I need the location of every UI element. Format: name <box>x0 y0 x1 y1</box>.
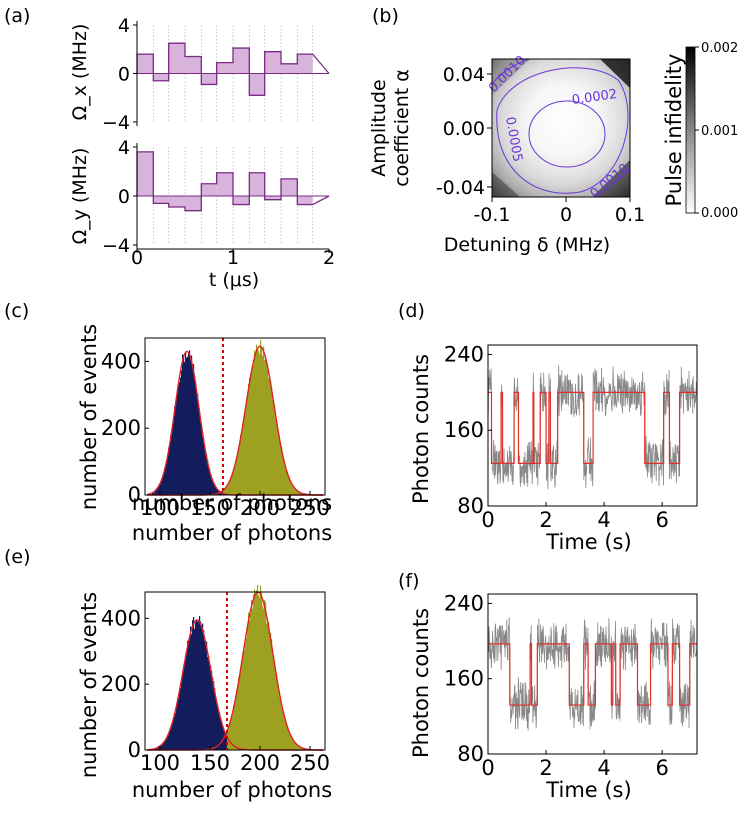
x-tick-label: 6 <box>655 508 668 532</box>
y-tick-label: 4 <box>118 15 130 37</box>
y-tick-label: 0 <box>128 738 141 762</box>
colorbar-tick-label-max: 0.002 <box>701 41 738 56</box>
y-tick-label: 80 <box>457 494 484 518</box>
heatmap-ytick-mid: 0.00 <box>443 118 485 140</box>
heatmap-xtick-mid: 0 <box>560 204 572 226</box>
x-tick-label: 0 <box>131 247 143 269</box>
heatmap-xtick-right: 0.1 <box>615 204 645 226</box>
panel-e-histogram: 100 150 200 250 0 200 400 number of photons nu… <box>77 585 332 802</box>
y-tick-label: 400 <box>101 606 141 630</box>
pulse-segment-bar <box>153 196 168 203</box>
heatmap-ylabel-line2: coefficient α <box>391 69 413 187</box>
x-tick-label: 6 <box>655 756 668 780</box>
x-tick-label: 2 <box>539 756 552 780</box>
histogram-c-ylabel: number of events <box>77 324 101 510</box>
colorbar-tick-label-min: 0.000 <box>701 206 738 221</box>
pulse-segment-bar <box>137 54 153 73</box>
panel-label-e: (e) <box>4 546 31 568</box>
y-tick-label: 200 <box>101 416 141 440</box>
pulse-segment-bar <box>281 179 297 196</box>
pulse-segment-bar <box>233 48 249 73</box>
panel-label-b: (b) <box>372 5 399 27</box>
pulse-segment-bar <box>249 74 264 96</box>
pulse-segment-bar <box>233 196 249 205</box>
y-tick-label: 240 <box>444 591 484 615</box>
y-tick-label: −4 <box>102 235 130 257</box>
colorbar <box>686 47 695 213</box>
pulse-segment-bar <box>249 173 264 196</box>
panel-label-f: (f) <box>398 570 420 592</box>
photon-count-trace <box>488 617 697 731</box>
x-tick-label: 4 <box>597 756 610 780</box>
omega-y-ylabel: Ω_y (MHz) <box>69 148 91 245</box>
y-tick-label: 240 <box>444 342 484 366</box>
panel-label-c: (c) <box>4 300 29 322</box>
trace-f-xlabel: Time (s) <box>545 778 631 802</box>
pulse-segment-bar <box>185 196 201 211</box>
histogram-c-xlabel-repeat: number of photons <box>132 521 332 545</box>
y-tick-label: 200 <box>101 672 141 696</box>
histogram-c-xlabel: number of photons <box>132 491 332 515</box>
pulse-segment-bar <box>137 152 153 196</box>
panel-label-a: (a) <box>4 5 30 27</box>
y-tick-label: 400 <box>101 349 141 373</box>
x-tick-label: 2 <box>539 508 552 532</box>
panel-b-heatmap: 0.0002 0.0005 0.0010 0.0010 0.04 0.00 -0… <box>368 41 738 256</box>
pulse-segment-bar <box>265 52 281 74</box>
pulse-segment-bar <box>281 64 297 74</box>
x-tick-label: 250 <box>290 751 330 775</box>
y-tick-label: 0 <box>118 186 130 208</box>
omega-x-plot: 4 0 −4 <box>102 15 329 134</box>
heatmap-ytick-bot: -0.04 <box>436 177 485 199</box>
pulse-segment-bar <box>169 196 185 207</box>
colorbar-tick-label-mid: 0.001 <box>701 124 738 139</box>
pulse-segment-bar <box>297 196 312 205</box>
y-tick-label: −4 <box>102 112 130 134</box>
y-tick-label: 0 <box>118 64 130 86</box>
pulse-segment-bar <box>201 184 216 196</box>
pulse-segment-bar <box>153 74 168 81</box>
x-tick-label: 150 <box>190 751 230 775</box>
y-tick-label: 160 <box>444 667 484 691</box>
plot-frame <box>488 594 697 754</box>
heatmap-ytick-top: 0.04 <box>443 64 485 86</box>
pulse-segment-bar <box>201 74 216 85</box>
omega-x-ylabel: Ω_x (MHz) <box>69 24 91 121</box>
x-tick-label: 100 <box>140 751 180 775</box>
panel-label-d: (d) <box>398 300 425 322</box>
panel-a-xlabel: t (μs) <box>209 269 259 291</box>
trace-d-xlabel: Time (s) <box>545 530 631 554</box>
y-tick-label: 4 <box>118 137 130 159</box>
x-tick-label: 200 <box>240 751 280 775</box>
histogram-e-plot: 100 150 200 250 0 200 400 <box>101 585 330 775</box>
y-tick-label: 160 <box>444 418 484 442</box>
histogram-e-xlabel: number of photons <box>132 778 332 802</box>
x-tick-label: 4 <box>597 508 610 532</box>
trace-f-ylabel: Photon counts <box>409 608 433 758</box>
pulse-segment-bar <box>169 43 185 73</box>
pulse-segment-bar <box>217 173 233 196</box>
y-tick-label: 80 <box>457 742 484 766</box>
pulse-segment-bar <box>185 57 201 74</box>
pulse-segment-bar <box>217 63 233 74</box>
trace-d-ylabel: Photon counts <box>409 354 433 504</box>
heatmap-ylabel-line1: Amplitude <box>368 79 390 176</box>
pulse-segment-bar <box>297 54 312 73</box>
x-tick-label: 1 <box>227 247 239 269</box>
colorbar-label: Pulse infidelity <box>662 54 686 207</box>
x-tick-label: 2 <box>323 247 335 269</box>
heatmap-xtick-left: -0.1 <box>473 204 510 226</box>
heatmap-xlabel: Detuning δ (MHz) <box>444 234 610 256</box>
histogram-e-ylabel: number of events <box>77 592 101 778</box>
